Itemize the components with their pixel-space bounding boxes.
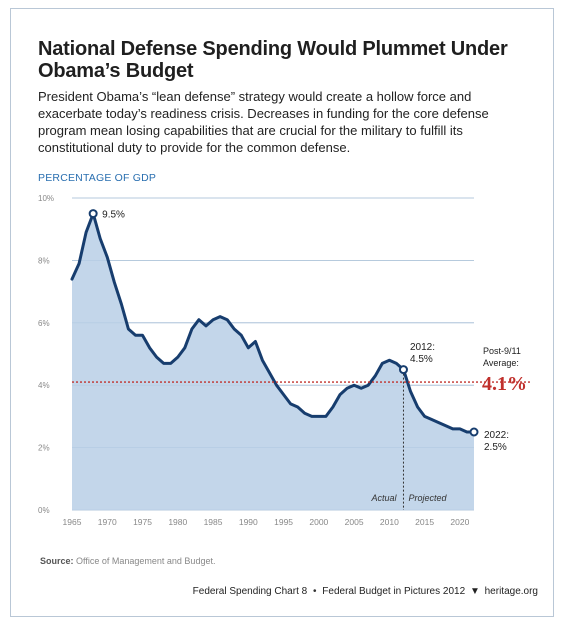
x-tick-label: 1965 <box>63 517 82 527</box>
liberty-bell-icon: ▼ <box>469 586 480 597</box>
y-tick-label: 0% <box>38 506 50 515</box>
y-tick-label: 4% <box>38 381 50 390</box>
y-tick-label: 2% <box>38 444 50 453</box>
x-tick-label: 1990 <box>239 517 258 527</box>
x-tick-label: 1970 <box>98 517 117 527</box>
average-label-line1: Post-9/11 <box>483 346 521 356</box>
x-tick-label: 2000 <box>309 517 328 527</box>
source-label: Source: <box>40 556 74 566</box>
label-2022-year: 2022: <box>484 430 509 441</box>
x-tick-label: 1985 <box>204 517 223 527</box>
footer: Federal Spending Chart 8 • Federal Budge… <box>120 586 538 597</box>
area-fill <box>72 213 474 510</box>
footer-publication: Federal Budget in Pictures 2012 <box>322 586 466 597</box>
x-tick-label: 2020 <box>450 517 469 527</box>
peak-label: 9.5% <box>102 210 125 221</box>
label-2022-value: 2.5% <box>484 442 507 453</box>
x-tick-label: 2005 <box>345 517 364 527</box>
x-tick-label: 1995 <box>274 517 293 527</box>
point-2022 <box>469 427 479 437</box>
footer-separator: • <box>312 586 317 597</box>
chart-title: National Defense Spending Would Plummet … <box>38 38 508 82</box>
series-line <box>70 212 476 434</box>
chart-subtitle: President Obama’s “lean defense” strateg… <box>38 89 489 155</box>
y-tick-label: 8% <box>38 256 50 265</box>
source-text: Office of Management and Budget. <box>76 556 216 566</box>
label-2012-year: 2012: <box>410 342 435 353</box>
x-tick-label: 2010 <box>380 517 399 527</box>
y-axis-label: PERCENTAGE OF GDP <box>38 172 157 184</box>
x-tick-label: 1980 <box>168 517 187 527</box>
label-2012-value: 4.5% <box>410 354 433 365</box>
projected-label: Projected <box>408 493 447 503</box>
average-label-line2: Average: <box>483 358 519 368</box>
footer-site[interactable]: heritage.org <box>484 586 538 597</box>
average-value: 4.1% <box>482 373 527 395</box>
y-tick-label: 6% <box>38 319 50 328</box>
point-2012 <box>398 365 408 375</box>
peak-point <box>88 209 98 219</box>
x-tick-label: 2015 <box>415 517 434 527</box>
y-tick-label: 10% <box>38 194 54 203</box>
actual-label: Actual <box>370 493 397 503</box>
x-tick-label: 1975 <box>133 517 152 527</box>
source-note: Source: Office of Management and Budget. <box>40 556 215 566</box>
footer-chart-name: Federal Spending Chart 8 <box>192 586 308 597</box>
